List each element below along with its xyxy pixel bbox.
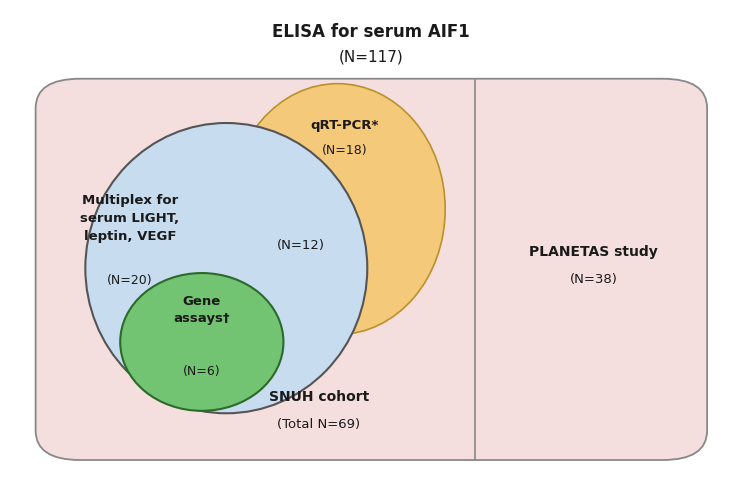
Ellipse shape — [120, 273, 283, 411]
Text: (N=18): (N=18) — [322, 144, 368, 156]
Text: qRT-PCR*: qRT-PCR* — [311, 119, 379, 132]
Text: (N=20): (N=20) — [107, 274, 153, 287]
Ellipse shape — [85, 123, 367, 413]
Text: PLANETAS study: PLANETAS study — [529, 245, 658, 259]
Text: Multiplex for
serum LIGHT,
leptin, VEGF: Multiplex for serum LIGHT, leptin, VEGF — [80, 194, 180, 244]
Text: ELISA for serum AIF1: ELISA for serum AIF1 — [272, 23, 470, 41]
Text: (N=38): (N=38) — [570, 273, 617, 286]
Text: (Total N=69): (Total N=69) — [278, 418, 361, 431]
Text: (N=6): (N=6) — [183, 365, 220, 378]
Text: (N=117): (N=117) — [338, 49, 404, 64]
Text: (N=12): (N=12) — [277, 240, 324, 252]
Text: SNUH cohort: SNUH cohort — [269, 390, 370, 404]
FancyBboxPatch shape — [36, 79, 707, 460]
Ellipse shape — [230, 84, 445, 335]
Text: Gene
assays†: Gene assays† — [174, 295, 230, 325]
